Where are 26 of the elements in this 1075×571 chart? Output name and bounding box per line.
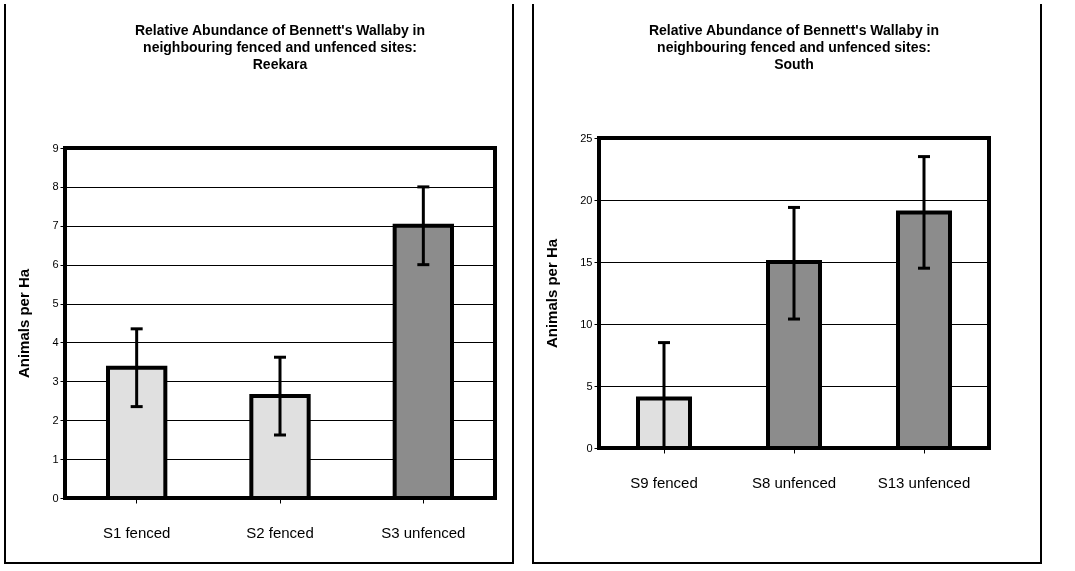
- chart-title: Relative Abundance of Bennett's Wallaby in neighbouring fenced and unfenced sites: Reekara: [134, 22, 426, 72]
- y-axis-title: Animals per Ha: [543, 238, 561, 349]
- y-tick-label: 2: [52, 413, 59, 426]
- y-tick-label: 4: [52, 335, 59, 348]
- y-tick-label: 5: [586, 379, 593, 392]
- x-tick-label: S9 fenced: [630, 473, 698, 491]
- y-tick-label: 5: [52, 297, 59, 310]
- y-tick-label: 15: [580, 255, 593, 268]
- y-axis-title: Animals per Ha: [15, 268, 33, 379]
- y-tick-label: 7: [52, 219, 59, 232]
- y-tick-label: 8: [52, 180, 59, 193]
- y-tick-label: 3: [52, 374, 59, 387]
- y-tick-label: 9: [52, 141, 59, 154]
- y-tick-label: 10: [580, 317, 593, 330]
- y-tick-label: 20: [580, 193, 593, 206]
- y-tick-label: 25: [580, 131, 593, 144]
- x-tick-label: S8 unfenced: [751, 473, 837, 491]
- y-tick-label: 0: [52, 491, 59, 504]
- y-tick-label: 6: [52, 258, 59, 271]
- x-tick-label: S13 unfenced: [877, 473, 971, 491]
- x-tick-label: S2 fenced: [246, 523, 314, 541]
- y-tick-label: 0: [586, 441, 593, 454]
- y-tick-label: 1: [52, 452, 59, 465]
- x-tick-label: S3 unfenced: [381, 523, 466, 541]
- x-tick-label: S1 fenced: [102, 523, 171, 541]
- chart-title: Relative Abundance of Bennett's Wallaby in neighbouring fenced and unfenced sites: South: [648, 22, 940, 72]
